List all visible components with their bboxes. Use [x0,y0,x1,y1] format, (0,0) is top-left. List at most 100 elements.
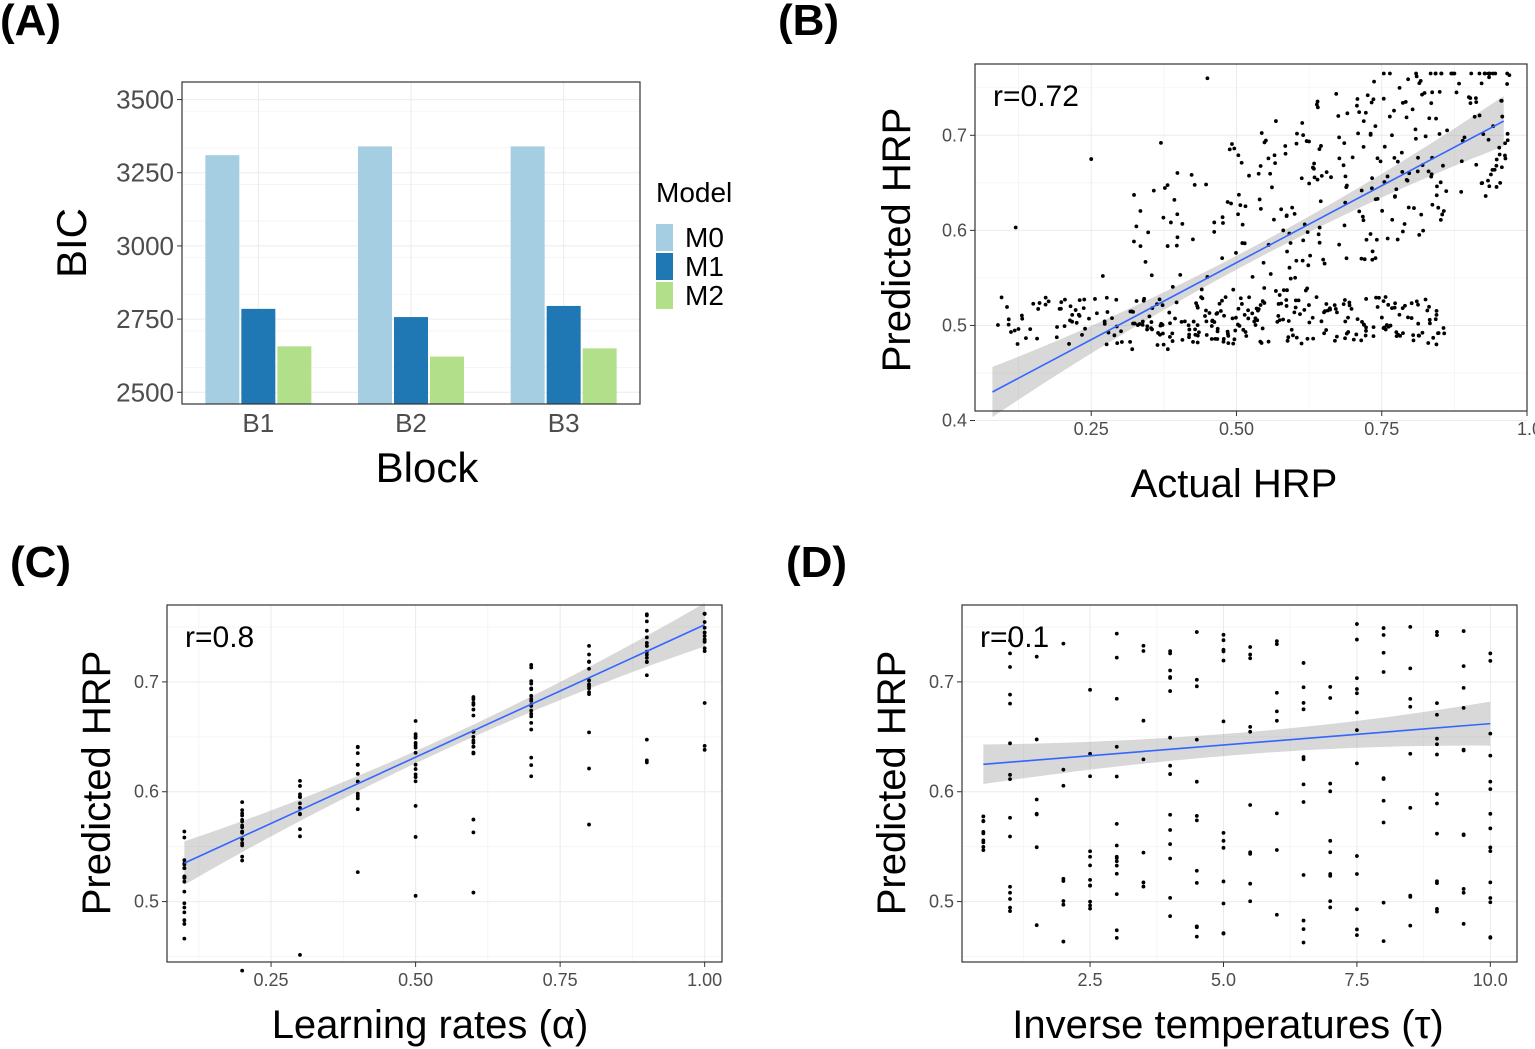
data-point [1063,297,1067,302]
data-point [1059,300,1064,305]
chart-d: 2.5 5.0 7.5 10.0 0.5 0.6 0.7 r=0.1 [929,604,1518,990]
ytick-label: 0.7 [942,125,967,145]
data-point [1461,685,1466,690]
data-point [1204,319,1209,324]
data-point [1220,215,1225,220]
data-point [1221,838,1226,843]
data-point [1419,212,1424,217]
data-point [1395,159,1400,164]
data-point [1175,235,1180,240]
data-point [1180,222,1185,226]
data-point [1083,326,1087,331]
data-point [1248,652,1253,657]
data-point [1157,297,1162,302]
data-point [1225,331,1230,336]
data-point [644,655,649,660]
data-point [1435,909,1439,914]
data-point [1310,315,1315,320]
data-point [702,630,707,635]
data-point [1068,318,1072,323]
data-point [182,901,187,906]
data-point [1168,668,1173,673]
data-point [1295,131,1299,136]
data-point [1293,305,1298,310]
data-point [1240,222,1245,227]
xtick-label: 0.25 [1074,419,1109,439]
data-point [1272,217,1276,222]
data-point [1328,838,1333,843]
data-point [1381,820,1386,825]
data-point [1294,335,1299,340]
data-point [1322,310,1326,315]
data-point [1304,139,1309,143]
data-point [1336,114,1341,118]
bar-b1-m2 [277,346,312,404]
data-point [1397,85,1402,90]
data-point [1008,772,1012,777]
data-point [1194,814,1199,818]
data-point [1204,308,1208,313]
data-point [471,700,476,705]
data-point [981,845,986,849]
data-point [1343,336,1347,341]
data-point [1232,146,1237,151]
data-point [1371,325,1376,330]
data-point [1390,133,1394,138]
data-point [1488,731,1493,736]
data-point [1178,272,1183,277]
data-point [1345,111,1350,116]
data-point [1165,244,1170,248]
data-point [355,744,360,749]
data-point [1266,339,1271,344]
data-point [1194,818,1199,823]
data-point [1114,655,1119,660]
data-point [1494,163,1499,168]
chart-a-ytick-label: 3500 [116,85,174,115]
data-point [1357,110,1362,115]
data-point [1378,159,1383,164]
data-point [1498,181,1503,185]
data-point [1301,755,1306,759]
data-point [1034,797,1039,802]
data-point [1114,822,1119,826]
data-point [1279,301,1284,306]
data-point [1237,192,1241,197]
data-point [1312,175,1317,180]
data-point [1503,141,1508,146]
data-point [1283,151,1288,156]
data-point [1277,293,1282,297]
data-point [1262,140,1267,145]
data-point [1258,206,1263,211]
data-point [1105,310,1110,314]
data-point [1035,336,1039,341]
chart-a-xtick-label: B2 [395,408,427,438]
bar-b3-m0 [510,146,545,404]
data-point [1301,873,1306,877]
data-point [1449,71,1454,76]
data-point [1221,658,1226,663]
data-point [471,707,476,712]
data-point [1203,314,1207,318]
data-point [1020,316,1025,321]
data-point [1426,169,1431,174]
data-point [1284,214,1289,218]
data-point [1248,724,1253,729]
data-point [1371,97,1376,102]
data-point [1008,741,1012,746]
data-point [1369,186,1374,191]
data-point [1168,895,1173,900]
data-point [1247,295,1252,300]
data-point [702,637,707,642]
data-point [1492,167,1497,172]
data-point [587,730,591,735]
data-point [1034,923,1039,928]
data-point [1279,207,1284,212]
data-point [1067,342,1071,346]
data-point [1102,319,1107,324]
data-point [1355,676,1359,681]
data-point [1392,108,1396,113]
chart-b-ylabel: Predicted HRP [875,108,919,373]
data-point [1387,114,1392,119]
data-point [1403,100,1408,104]
xtick-label: 0.25 [254,970,289,990]
